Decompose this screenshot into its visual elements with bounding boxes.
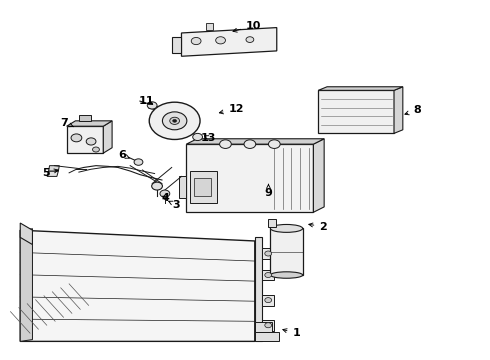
Polygon shape (255, 237, 262, 341)
Polygon shape (255, 321, 272, 332)
Polygon shape (186, 139, 324, 144)
Circle shape (152, 182, 162, 190)
Circle shape (269, 140, 280, 148)
Polygon shape (67, 126, 103, 153)
Polygon shape (262, 295, 274, 306)
Circle shape (134, 159, 143, 165)
Text: 1: 1 (283, 328, 300, 338)
Polygon shape (181, 28, 277, 56)
Polygon shape (314, 139, 324, 212)
Circle shape (244, 140, 256, 148)
Text: 8: 8 (405, 105, 421, 115)
Text: 6: 6 (118, 150, 129, 160)
Polygon shape (186, 144, 314, 212)
Circle shape (147, 102, 157, 109)
Polygon shape (262, 270, 274, 280)
Polygon shape (255, 332, 279, 341)
Circle shape (265, 273, 271, 278)
Polygon shape (179, 176, 186, 198)
Polygon shape (67, 121, 112, 126)
Circle shape (93, 147, 99, 152)
Text: 4: 4 (162, 193, 170, 203)
Circle shape (193, 134, 202, 140)
Polygon shape (172, 37, 181, 53)
Polygon shape (20, 228, 32, 341)
Text: 13: 13 (201, 133, 216, 143)
Circle shape (265, 323, 271, 328)
Circle shape (86, 138, 96, 145)
Bar (190, 171, 217, 203)
Circle shape (149, 102, 200, 139)
Circle shape (172, 120, 176, 122)
Polygon shape (268, 220, 276, 226)
Polygon shape (20, 230, 255, 341)
Polygon shape (149, 104, 158, 110)
Bar (194, 178, 211, 196)
Circle shape (216, 37, 225, 44)
Circle shape (71, 134, 82, 142)
Circle shape (246, 37, 254, 42)
Circle shape (220, 140, 231, 148)
Text: 12: 12 (220, 104, 244, 114)
Polygon shape (20, 223, 32, 244)
Text: 5: 5 (42, 168, 58, 178)
Polygon shape (318, 90, 394, 134)
Ellipse shape (270, 225, 303, 232)
Polygon shape (103, 121, 112, 153)
Circle shape (265, 251, 271, 256)
Polygon shape (262, 320, 274, 330)
Circle shape (265, 298, 271, 303)
Text: 2: 2 (309, 222, 327, 231)
Bar (79, 116, 91, 121)
Circle shape (170, 117, 179, 125)
Polygon shape (262, 248, 274, 259)
Circle shape (162, 112, 187, 130)
Text: 9: 9 (265, 184, 272, 198)
Text: 3: 3 (169, 200, 180, 210)
Bar (270, 228, 303, 275)
Text: 10: 10 (233, 21, 262, 32)
Polygon shape (47, 171, 58, 176)
Polygon shape (49, 166, 59, 171)
Ellipse shape (270, 272, 303, 278)
Text: 7: 7 (60, 118, 74, 128)
Circle shape (191, 37, 201, 45)
Text: 11: 11 (139, 96, 154, 106)
Bar (206, 23, 213, 30)
Polygon shape (318, 87, 403, 90)
Circle shape (160, 190, 170, 197)
Polygon shape (394, 87, 403, 134)
